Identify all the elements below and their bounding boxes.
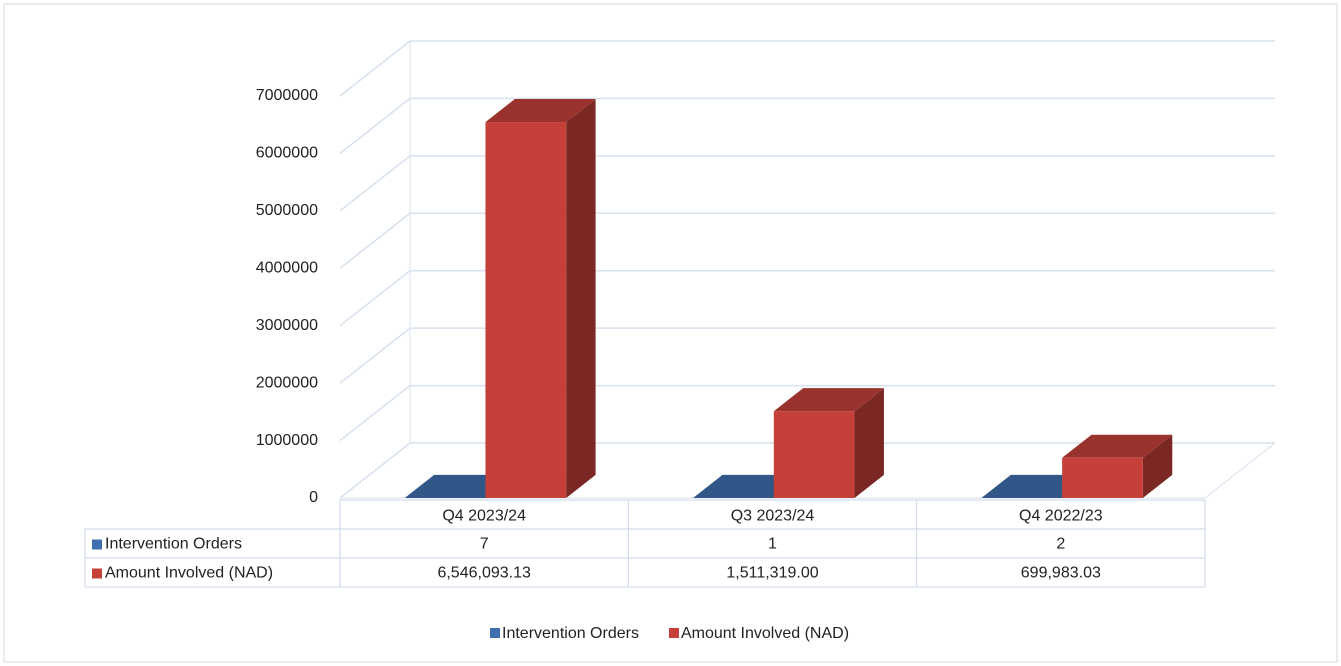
grid-line <box>339 212 1275 269</box>
legend-label: Intervention Orders <box>502 625 639 642</box>
grid-line <box>339 442 1275 499</box>
grid-line <box>339 327 1275 384</box>
legend-key <box>490 628 500 638</box>
y-tick-label: 1000000 <box>256 432 318 449</box>
legend-label: Amount Involved (NAD) <box>681 625 849 642</box>
table-cell: 699,983.03 <box>1021 565 1101 582</box>
legend-key <box>92 568 102 579</box>
y-tick-label: 5000000 <box>256 202 318 219</box>
bar-top <box>1062 434 1173 458</box>
table-cell: 1,511,319.00 <box>726 565 818 582</box>
y-tick-label: 6000000 <box>256 145 318 162</box>
bar <box>773 411 855 498</box>
bar <box>1062 457 1143 498</box>
chart-frame <box>3 3 1338 663</box>
legend-key <box>92 539 102 550</box>
table-cell: 1 <box>768 536 777 553</box>
legend-key <box>668 628 679 638</box>
table-cell: 7 <box>480 536 489 553</box>
table-cell: 2 <box>1056 536 1065 553</box>
grid-line <box>339 97 1275 155</box>
grid-line <box>339 155 1275 212</box>
grid-line <box>339 384 1275 442</box>
y-tick-label: 0 <box>309 489 318 506</box>
grid-line <box>339 269 1275 327</box>
bar-top <box>485 98 596 123</box>
bar-top <box>773 388 884 412</box>
bar <box>485 122 567 498</box>
table-header: Q4 2023/24 <box>442 508 526 525</box>
table-header: Q3 2023/24 <box>731 508 815 525</box>
bar-side <box>566 98 596 498</box>
grid-line <box>339 40 1275 97</box>
y-tick-label: 4000000 <box>256 260 318 277</box>
bar-side <box>1142 434 1173 498</box>
table-header: Q4 2022/23 <box>1019 508 1103 525</box>
table-row-label: Amount Involved (NAD) <box>105 565 273 582</box>
y-tick-label: 2000000 <box>256 374 318 391</box>
table-row-label: Intervention Orders <box>105 536 242 553</box>
floor <box>340 442 1276 499</box>
bar-side <box>854 388 884 498</box>
y-tick-label: 3000000 <box>256 317 318 334</box>
y-tick-label: 7000000 <box>256 87 318 104</box>
table-cell: 6,546,093.13 <box>437 565 531 582</box>
